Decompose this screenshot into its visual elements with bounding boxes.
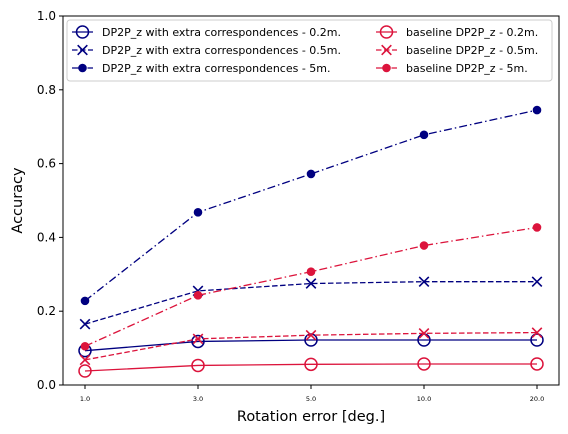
x-axis-label: Rotation error [deg.] [237,409,385,425]
y-tick-label: 0.0 [37,378,56,392]
data-point [191,334,205,349]
legend-entry: baseline DP2P_z - 5m. [376,62,528,75]
data-point [532,105,542,115]
series-line [84,281,537,325]
data-point [191,358,205,373]
data-point [304,333,318,347]
legend-label: baseline DP2P_z - 0.2m. [406,26,538,39]
legend-marker [77,44,88,56]
data-point [418,327,430,339]
series-2 [79,276,543,330]
legend-label: DP2P_z with extra correspondences - 0.2m… [102,26,341,39]
series-1 [78,333,544,358]
y-tick-label: 1.0 [37,9,56,23]
x-tick-label: 5.0 [306,395,316,403]
legend: DP2P_z with extra correspondences - 0.2m… [66,19,553,82]
data-point [79,354,91,366]
y-axis-label: Accuracy [10,167,26,234]
data-point [79,318,91,330]
y-axis: 0.0 0.2 0.4 0.6 0.8 1.0 [37,9,63,392]
legend-entry: DP2P_z with extra correspondences - 0.5m… [72,44,341,57]
data-point [304,357,318,372]
legend-marker [75,25,90,39]
data-point [305,329,317,341]
series-line [84,226,538,347]
legend-entry: baseline DP2P_z - 0.2m. [376,25,538,39]
legend-marker [379,25,394,39]
legend-label: baseline DP2P_z - 5m. [406,62,528,75]
y-tick-label: 0.4 [37,230,56,244]
plot-area [78,105,544,378]
legend-entry: DP2P_z with extra correspondences - 5m. [72,62,331,75]
series-line [84,109,538,302]
legend-marker [381,44,392,56]
series-6 [80,223,542,351]
data-point [531,327,543,338]
data-point [80,296,90,306]
legend-entry: DP2P_z with extra correspondences - 0.2m… [72,25,341,39]
data-point [532,223,542,232]
data-point [193,291,203,300]
x-tick-label: 3.0 [193,395,203,403]
legend-marker [78,63,87,73]
y-tick-label: 0.6 [37,157,56,171]
data-point [530,357,544,371]
series-4 [78,357,544,378]
data-point [417,357,431,371]
data-point [531,276,543,288]
legend-label: DP2P_z with extra correspondences - 5m. [102,62,331,75]
y-tick-label: 0.8 [37,83,56,97]
legend-label: baseline DP2P_z - 0.5m. [406,44,538,57]
x-axis: 1.0 3.0 5.0 10.0 20.0 [80,385,544,403]
data-point [419,130,429,140]
legend-label: DP2P_z with extra correspondences - 0.5m… [102,44,341,57]
series-5 [79,327,543,366]
data-point [530,333,544,347]
x-tick-label: 10.0 [417,395,431,403]
data-point [418,276,430,288]
data-point [193,208,203,217]
series-line [84,339,537,352]
data-point [78,364,92,378]
data-point [306,267,316,277]
data-point [306,169,316,179]
data-point [419,241,429,250]
legend-entry: baseline DP2P_z - 0.5m. [376,44,538,57]
data-point [80,341,90,351]
legend-box [66,19,553,82]
data-point [192,333,204,345]
series-3 [80,105,542,306]
legend-marker [382,63,391,73]
x-tick-label: 1.0 [80,395,90,403]
series-line [84,363,537,372]
x-tick-label: 20.0 [530,395,544,403]
y-tick-label: 0.2 [37,304,56,318]
data-point [305,278,317,289]
